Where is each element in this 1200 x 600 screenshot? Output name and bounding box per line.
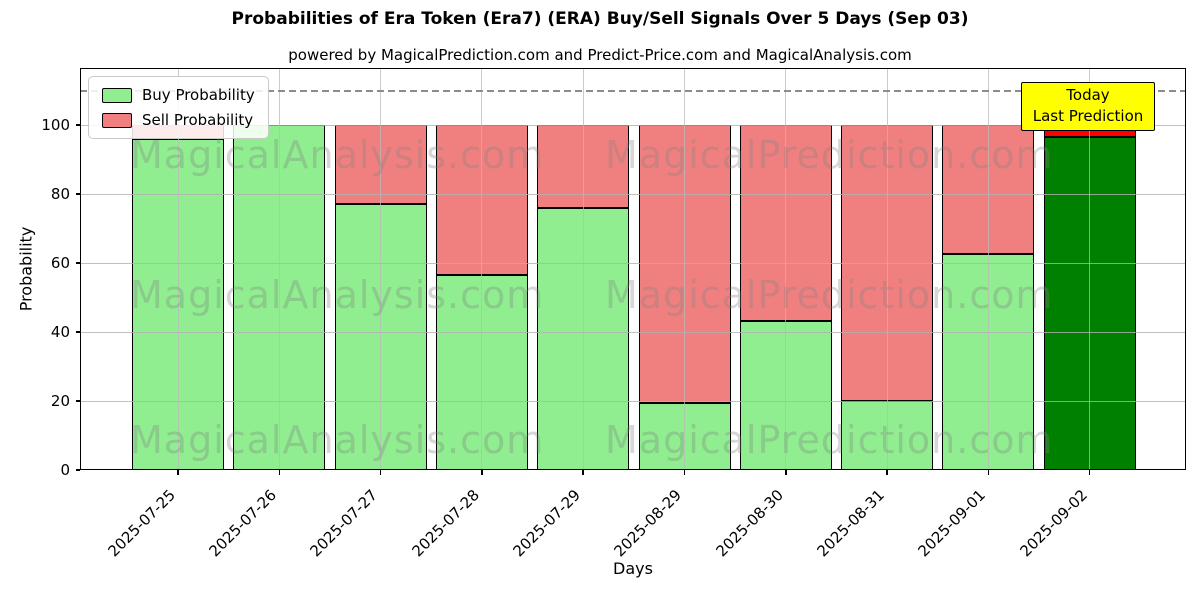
gridline-vertical	[785, 68, 787, 470]
watermark-text: MagicalAnalysis.com	[130, 418, 545, 462]
gridline-vertical	[481, 68, 483, 470]
gridline-vertical	[582, 68, 584, 470]
gridline-horizontal	[80, 124, 1186, 126]
y-tick-label: 60	[50, 253, 70, 272]
watermark-text: MagicalAnalysis.com	[130, 273, 545, 317]
y-tick-label: 80	[50, 184, 70, 203]
today-annotation-line2: Last Prediction	[1032, 107, 1144, 125]
grid-layer	[80, 68, 1186, 470]
x-tick-label: 2025-09-02	[1016, 486, 1091, 561]
today-annotation-line1: Today	[1066, 86, 1110, 104]
x-tick-mark	[987, 470, 990, 475]
x-tick-mark	[1088, 470, 1091, 475]
x-tick-label: 2025-07-25	[104, 486, 179, 561]
watermark-text: MagicalPrediction.com	[605, 273, 1054, 317]
y-axis-title: Probability	[16, 226, 36, 312]
y-tick-mark	[76, 193, 80, 195]
x-tick-label: 2025-07-29	[509, 486, 584, 561]
watermark-text: MagicalAnalysis.com	[130, 133, 545, 177]
legend-swatch-buy	[102, 87, 132, 103]
chart-title: Probabilities of Era Token (Era7) (ERA) …	[231, 9, 969, 29]
gridline-horizontal	[80, 262, 1186, 264]
chart-subtitle: powered by MagicalPrediction.com and Pre…	[288, 46, 912, 64]
x-tick-label: 2025-08-30	[712, 486, 787, 561]
legend-swatch-sell	[102, 112, 132, 128]
legend-label-buy: Buy Probability	[142, 86, 255, 104]
y-tick-mark	[76, 331, 80, 333]
x-tick-mark	[481, 470, 483, 475]
x-tick-mark	[886, 470, 888, 475]
x-tick-label: 2025-07-26	[205, 486, 281, 561]
gridline-vertical	[886, 68, 888, 470]
x-tick-mark	[177, 470, 179, 475]
x-tick-label: 2025-08-31	[813, 486, 888, 561]
watermark-text: MagicalPrediction.com	[605, 133, 1054, 177]
x-tick-label: 2025-07-27	[306, 486, 382, 561]
x-tick-mark	[785, 470, 787, 475]
y-tick-label: 40	[50, 322, 70, 341]
x-tick-mark	[278, 470, 281, 475]
y-tick-label: 100	[41, 115, 70, 134]
x-tick-mark	[683, 470, 686, 475]
gridline-vertical	[1089, 68, 1091, 470]
legend-label-sell: Sell Probability	[142, 111, 254, 129]
watermark-text: MagicalPrediction.com	[605, 418, 1054, 462]
legend: Buy Probability Sell Probability	[88, 76, 269, 139]
y-tick-label: 20	[50, 391, 70, 410]
gridline-vertical	[278, 68, 280, 470]
threshold-dashed-line	[80, 90, 1186, 93]
gridline-vertical	[987, 68, 989, 470]
gridline-horizontal	[80, 331, 1186, 333]
gridline-vertical	[684, 68, 685, 470]
x-tick-label: 2025-07-28	[408, 486, 483, 561]
y-tick-mark	[76, 400, 80, 402]
x-tick-label: 2025-09-01	[914, 486, 990, 561]
x-tick-mark	[582, 470, 584, 475]
gridline-vertical	[177, 68, 179, 470]
x-axis-title: Days	[613, 559, 653, 578]
gridline-horizontal	[80, 400, 1186, 402]
x-tick-mark	[379, 470, 382, 475]
y-tick-mark	[76, 262, 80, 264]
x-tick-label: 2025-08-29	[610, 486, 686, 561]
legend-item-sell: Sell Probability	[102, 111, 255, 129]
gridline-horizontal	[80, 193, 1186, 195]
gridline-vertical	[380, 68, 382, 470]
y-tick-label: 0	[60, 461, 70, 479]
plot-area: MagicalAnalysis.com MagicalPrediction.com…	[80, 68, 1186, 470]
y-tick-mark	[76, 124, 80, 126]
legend-item-buy: Buy Probability	[102, 86, 255, 104]
y-tick-mark	[76, 469, 80, 471]
today-annotation: Today Last Prediction	[1021, 82, 1155, 131]
watermark-layer: MagicalAnalysis.com MagicalPrediction.com…	[80, 68, 1186, 470]
